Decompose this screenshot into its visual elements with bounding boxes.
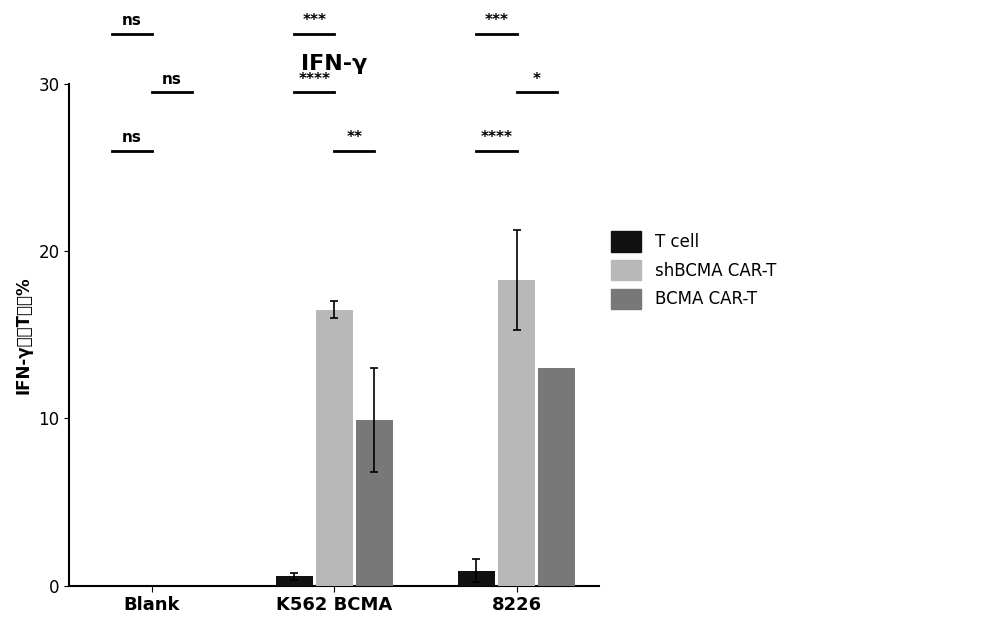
- Text: *: *: [533, 72, 541, 87]
- Text: ns: ns: [122, 13, 142, 28]
- Text: ns: ns: [122, 130, 142, 145]
- Legend: T cell, shBCMA CAR-T, BCMA CAR-T: T cell, shBCMA CAR-T, BCMA CAR-T: [605, 225, 783, 316]
- Bar: [498, 280, 535, 586]
- Y-axis label: IFN-γ阳性T细胞%: IFN-γ阳性T细胞%: [15, 276, 33, 394]
- Text: ****: ****: [298, 72, 330, 87]
- Text: ***: ***: [485, 13, 509, 28]
- Text: ns: ns: [162, 72, 182, 87]
- Bar: [356, 420, 393, 586]
- Text: ****: ****: [481, 130, 513, 145]
- Bar: [458, 571, 495, 586]
- Text: **: **: [346, 130, 362, 145]
- Title: IFN-γ: IFN-γ: [301, 54, 367, 74]
- Text: ***: ***: [302, 13, 326, 28]
- Bar: [316, 309, 353, 586]
- Bar: [276, 576, 313, 586]
- Bar: [538, 368, 575, 586]
